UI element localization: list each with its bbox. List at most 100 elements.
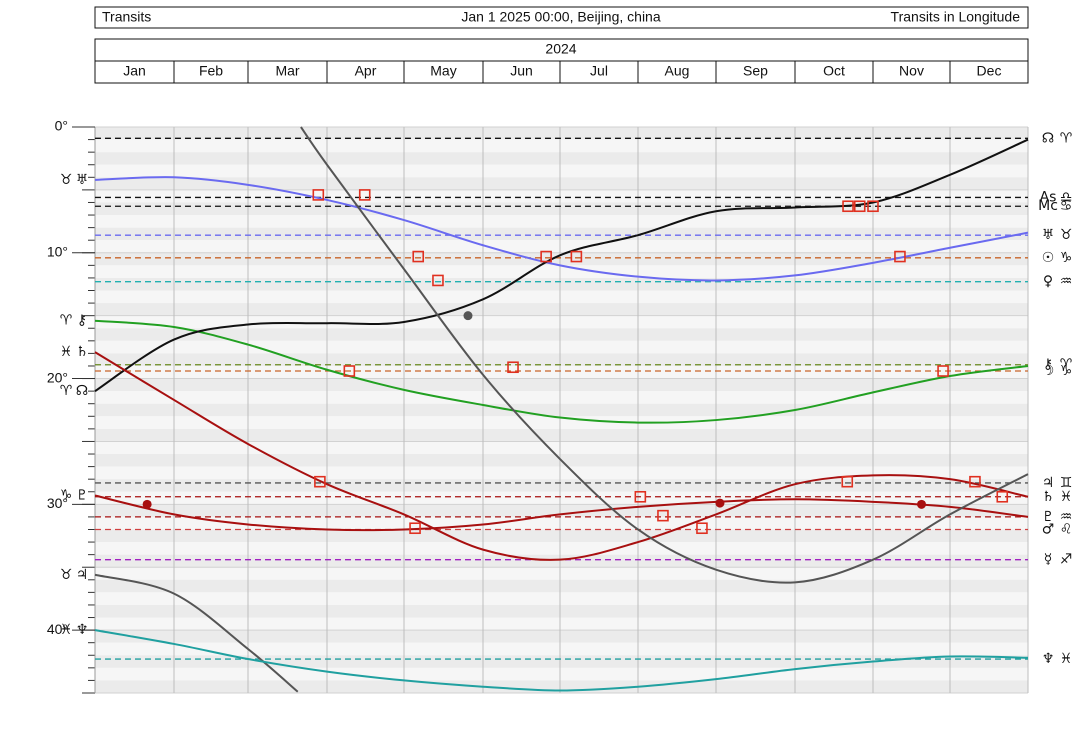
plot: 0°10°20°30°40°☊ ♈As ♎Mc ♋♅ ♉☉ ♑♀ ♒⚷ ♈☽ ♑♃ ♊♄ ♓♇ ♒♂ ♌… [47,118,1073,694]
square-aspect [432,274,444,287]
natal-sign: ♉ [1060,227,1073,243]
stripe [95,365,1028,379]
square-aspect [540,250,552,263]
natal-planet: ♂ [1042,521,1055,537]
y-tick-label: 20° [47,369,68,385]
natal-sign: ♈ [1060,357,1073,373]
series-line [94,319,1029,424]
series-line [94,494,1029,532]
series-name: ☊ [76,383,88,399]
natal-planet: ♄ [1042,489,1055,505]
natal-sign: ♋ [1060,198,1073,214]
chart-title: Transits [102,9,151,25]
natal-planet: Mc [1038,198,1058,214]
stripe [95,466,1028,480]
natal-planet: ⚷ [1043,357,1053,373]
stripe [95,529,1028,543]
series-line [94,573,299,693]
stripe [95,139,1028,153]
conjunction [917,499,927,509]
natal-sign: ♒ [1060,274,1073,290]
square-aspect [412,250,425,263]
chart-subtitle: Jan 1 2025 00:00, Beijing, china [461,9,660,25]
series-line [300,126,1029,584]
natal-planet: ♅ [1042,227,1055,243]
natal-sign: ♒ [1060,509,1073,525]
natal-sign: ♓ [1060,651,1073,667]
series-sign: ♈ [60,383,73,399]
x-tick-label: Feb [199,63,223,79]
header-box [94,6,1029,29]
stripe [95,604,1028,618]
stripe [95,303,1028,316]
stripe [95,277,1028,291]
series-sign: ♑ [60,488,73,504]
natal-planet: ♃ [1042,475,1055,491]
natal-sign: ♌ [1060,521,1073,537]
stripe [95,554,1028,568]
stripe [95,290,1028,304]
x-tick-label: Apr [355,63,377,79]
natal-planet: ☉ [1042,250,1055,266]
stripe [95,592,1028,605]
natal-planet: ☊ [1042,130,1054,146]
stripe [95,579,1028,593]
stripe [95,340,1028,354]
natal-planet: ☽ [1042,363,1055,379]
x-tick-label: Nov [899,63,924,79]
series-line [94,176,1029,282]
series-name: ⚷ [77,313,87,329]
natal-sign: ♑ [1060,363,1073,379]
natal-planet: ☿ [1044,552,1053,568]
conjunction [715,498,725,508]
stripe [95,152,1028,165]
square-aspect [358,189,371,201]
series-name: ♆ [76,622,89,638]
stripe [95,240,1028,253]
natal-sign: ♓ [1060,489,1073,505]
y-tick-label: 10° [47,243,68,259]
series-sign: ♓ [60,622,73,638]
square-aspect [312,189,325,201]
mode-label: Transits in Longitude [891,9,1021,25]
stripe [95,164,1028,178]
natal-planet: ♇ [1042,509,1055,525]
x-tick-label: Mar [275,63,299,79]
series-name: ♄ [76,344,89,360]
square-aspect [841,475,854,488]
stripe [95,202,1028,216]
stripe [95,567,1028,580]
natal-sign: ♎ [1060,189,1073,205]
square-aspect [634,490,647,503]
square-aspect [969,475,981,488]
square-aspect [696,522,708,535]
series-sign: ♉ [60,567,73,583]
square-aspect [842,200,854,213]
natal-planet: As [1040,189,1057,205]
stripe [95,189,1028,203]
x-tick-label: Sep [743,63,768,79]
series-name: ♇ [76,488,89,504]
series-sign: ♈ [60,313,73,329]
x-tick-label: Jul [590,63,608,79]
stripe [95,479,1028,492]
year-label: 2024 [545,41,576,57]
series-line [94,138,1029,392]
square-aspect [570,250,583,263]
x-tick-label: May [430,63,456,79]
square-aspect [853,200,866,213]
stripe [95,328,1028,341]
natal-planet: ♆ [1042,651,1055,667]
stripe [95,227,1028,241]
square-aspect [937,365,949,377]
y-tick-label: 40° [47,621,68,637]
natal-sign: ♐ [1060,552,1073,568]
stripe [95,630,1028,643]
series-line [94,629,1029,692]
stripe [95,642,1028,656]
stripe [95,428,1028,442]
series-line [94,351,1029,561]
stripe [95,441,1028,455]
stripe [95,403,1028,417]
